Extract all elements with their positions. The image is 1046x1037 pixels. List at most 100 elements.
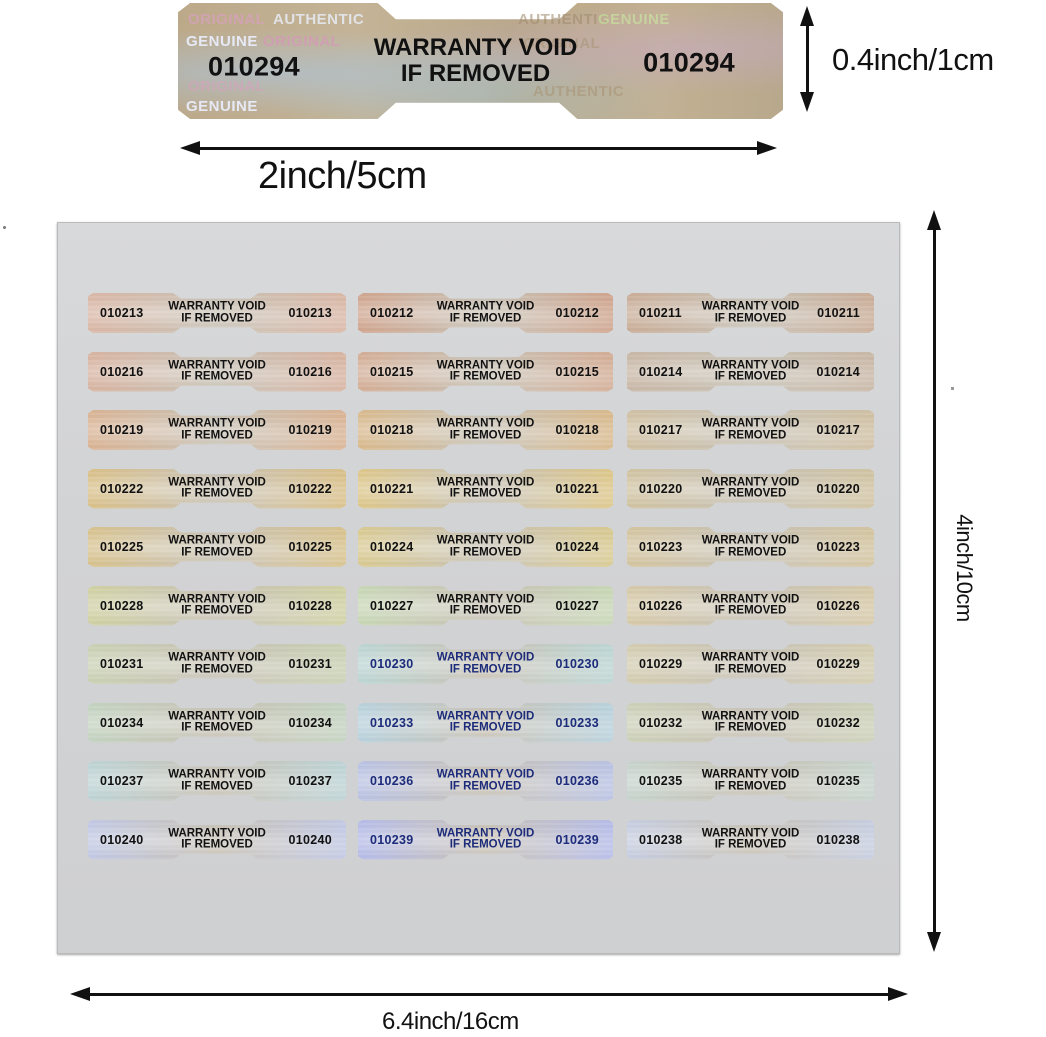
warranty-line-2: IF REMOVED xyxy=(181,604,253,617)
warranty-line-1: WARRANTY VOID xyxy=(436,476,535,488)
warranty-text: WARRANTY VOID IF REMOVED xyxy=(168,652,266,676)
warranty-line-1: WARRANTY VOID xyxy=(436,593,535,605)
warranty-text: WARRANTY VOID IF REMOVED xyxy=(702,652,800,676)
warranty-line-1: WARRANTY VOID xyxy=(168,300,266,313)
arrow-left-icon xyxy=(70,987,90,1001)
hologram-surface xyxy=(358,644,613,684)
warranty-line-2: IF REMOVED xyxy=(714,663,787,675)
security-label: 010226 WARRANTY VOID IF REMOVED 010226 xyxy=(627,585,874,626)
warranty-line-2: IF REMOVED xyxy=(714,487,787,500)
warranty-text: WARRANTY VOID IF REMOVED xyxy=(702,476,800,500)
warranty-text: WARRANTY VOID IF REMOVED xyxy=(168,300,266,325)
warranty-line-2: IF REMOVED xyxy=(449,780,522,792)
warranty-line-2: IF REMOVED xyxy=(181,546,253,558)
serial-number-left: 010215 xyxy=(370,364,414,379)
hologram-surface xyxy=(358,819,613,860)
warranty-line-1: WARRANTY VOID xyxy=(701,417,800,430)
security-label: 010235 WARRANTY VOID IF REMOVED 010235 xyxy=(627,761,874,801)
serial-number-left: 010236 xyxy=(370,774,414,788)
pattern-word: GENUINE xyxy=(186,98,258,115)
warranty-line-2: IF REMOVED xyxy=(714,429,787,441)
security-label: 010234 WARRANTY VOID IF REMOVED 010234 xyxy=(88,702,346,743)
security-label: 010228 WARRANTY VOID IF REMOVED 010228 xyxy=(88,585,346,626)
warranty-line-1: WARRANTY VOID xyxy=(168,476,266,488)
serial-number-left: 010237 xyxy=(100,774,144,788)
hologram-surface xyxy=(88,351,346,392)
warranty-line-2: IF REMOVED xyxy=(449,429,522,441)
warranty-line-1: WARRANTY VOID xyxy=(436,534,535,547)
security-label: 010238 WARRANTY VOID IF REMOVED 010238 xyxy=(627,819,874,860)
hologram-surface xyxy=(358,293,613,333)
serial-number-right: 010237 xyxy=(288,774,332,788)
label-height-text: 0.4inch/1cm xyxy=(832,42,994,77)
warranty-text: WARRANTY VOID IF REMOVED xyxy=(168,827,266,851)
warranty-line-2: IF REMOVED xyxy=(449,312,522,324)
hologram-surface xyxy=(358,585,613,626)
speck xyxy=(3,226,6,229)
warranty-line-1: WARRANTY VOID xyxy=(701,827,800,839)
warranty-line-2: IF REMOVED xyxy=(181,780,253,792)
warranty-line-1: WARRANTY VOID xyxy=(436,651,535,664)
warranty-text: WARRANTY VOID IF REMOVED xyxy=(374,36,578,86)
serial-number-right: 010215 xyxy=(555,364,599,379)
hologram-surface xyxy=(627,527,874,567)
warranty-text: WARRANTY VOID IF REMOVED xyxy=(437,769,535,793)
security-label: 010216 WARRANTY VOID IF REMOVED 010216 xyxy=(88,351,346,392)
warranty-text: WARRANTY VOID IF REMOVED xyxy=(702,359,800,383)
pattern-word: AUTHENTIC xyxy=(273,11,365,28)
sheet-width-text: 6.4inch/16cm xyxy=(382,1008,519,1035)
sample-label: ORIGINAL AUTHENTIC GENUINE ORIGINAL AUTH… xyxy=(178,3,783,119)
warranty-text: WARRANTY VOID IF REMOVED xyxy=(701,827,800,851)
warranty-line-1: WARRANTY VOID xyxy=(701,768,800,781)
serial-number-left: 010228 xyxy=(100,598,144,613)
hologram-surface xyxy=(358,410,613,450)
serial-number-right: 010239 xyxy=(555,832,599,847)
serial-number-right: 010231 xyxy=(288,657,332,671)
security-label: 010236 WARRANTY VOID IF REMOVED 010236 xyxy=(358,761,613,801)
warranty-line-2: IF REMOVED xyxy=(181,663,253,675)
security-label: 010231 WARRANTY VOID IF REMOVED 010231 xyxy=(88,644,346,684)
hologram-surface xyxy=(88,293,346,333)
hologram-surface xyxy=(358,527,613,567)
serial-number-left: 010220 xyxy=(639,481,683,496)
security-label: 010219 WARRANTY VOID IF REMOVED 010219 xyxy=(88,410,346,450)
serial-number-left: 010294 xyxy=(208,51,300,82)
sheet-height-text: 4inch/10cm xyxy=(951,514,977,622)
warranty-text: WARRANTY VOID IF REMOVED xyxy=(701,534,800,559)
security-label: 010229 WARRANTY VOID IF REMOVED 010229 xyxy=(627,644,874,684)
security-label: 010230 WARRANTY VOID IF REMOVED 010230 xyxy=(358,644,613,684)
serial-number-left: 010231 xyxy=(100,657,144,671)
serial-number-left: 010225 xyxy=(100,540,144,554)
serial-number-left: 010224 xyxy=(370,540,414,554)
security-label: 010220 WARRANTY VOID IF REMOVED 010220 xyxy=(627,468,874,509)
warranty-line-2: IF REMOVED xyxy=(449,663,522,675)
warranty-line-2: IF REMOVED xyxy=(181,487,253,500)
arrow-right-icon xyxy=(757,141,777,155)
warranty-line-1: WARRANTY VOID xyxy=(168,827,266,839)
security-label: 010223 WARRANTY VOID IF REMOVED 010223 xyxy=(627,527,874,567)
security-label: 010237 WARRANTY VOID IF REMOVED 010237 xyxy=(88,761,346,801)
warranty-line-1: WARRANTY VOID xyxy=(168,417,266,430)
serial-number-right: 010234 xyxy=(288,715,332,730)
serial-number-right: 010228 xyxy=(288,598,332,613)
serial-number-right: 010223 xyxy=(816,540,860,554)
hologram-surface xyxy=(358,761,613,801)
hologram-surface xyxy=(627,468,874,509)
serial-number-left: 010230 xyxy=(370,657,414,671)
warranty-text: WARRANTY VOID IF REMOVED xyxy=(436,476,535,500)
serial-number-left: 010212 xyxy=(370,306,414,320)
hologram-surface xyxy=(88,410,346,450)
warranty-line-1: WARRANTY VOID xyxy=(168,710,266,722)
security-label: 010225 WARRANTY VOID IF REMOVED 010225 xyxy=(88,527,346,567)
serial-number-right: 010238 xyxy=(816,832,860,847)
serial-number-right: 010224 xyxy=(555,540,599,554)
warranty-text: WARRANTY VOID IF REMOVED xyxy=(168,710,266,734)
warranty-text: WARRANTY VOID IF REMOVED xyxy=(436,651,535,676)
warranty-text: WARRANTY VOID IF REMOVED xyxy=(436,534,535,559)
warranty-line-2: IF REMOVED xyxy=(714,838,787,851)
serial-number-right: 010216 xyxy=(288,364,332,379)
warranty-line-2: IF REMOVED xyxy=(714,721,787,734)
serial-number-left: 010222 xyxy=(100,481,144,496)
warranty-line-1: WARRANTY VOID xyxy=(436,417,535,430)
warranty-line-1: WARRANTY VOID xyxy=(701,534,800,547)
